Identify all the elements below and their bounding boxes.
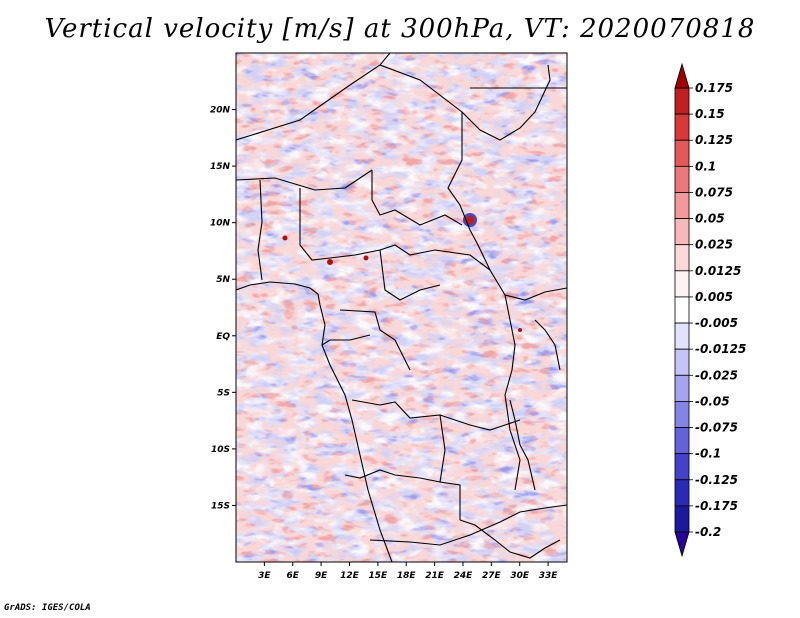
chart-svg: 3E 6E 9E 12E 15E 18E 21E 24E 27E 30E 33E 20N 15N 10N…	[210, 52, 746, 581]
y-tick-label: EQ	[216, 332, 230, 342]
x-tick-label: 9E	[315, 571, 328, 581]
y-tick-label: 20N	[210, 106, 231, 116]
colorbar-label: -0.005	[695, 316, 738, 330]
x-tick-label: 12E	[340, 571, 360, 581]
colorbar-label: 0.15	[695, 107, 725, 121]
colorbar-segment	[674, 296, 690, 324]
x-tick-label: 33E	[539, 571, 559, 581]
colorbar-segment	[674, 244, 690, 272]
colorbar-label: 0.175	[695, 81, 733, 95]
x-tick-label: 27E	[482, 571, 502, 581]
x-axis: 3E 6E 9E 12E 15E 18E 21E 24E 27E 30E 33E	[258, 562, 558, 581]
colorbar-segment	[674, 348, 690, 376]
colorbar-label: -0.0125	[695, 342, 746, 356]
map-boundaries	[236, 53, 567, 562]
x-tick-label: 3E	[258, 571, 271, 581]
y-tick-label: 15S	[211, 501, 230, 511]
colorbar: 0.175 0.15 0.125 0.1 0.075 0.05 0.025 0.0125 0.0…	[674, 62, 746, 558]
colorbar-label: 0.1	[695, 159, 716, 173]
x-tick-label: 15E	[369, 571, 389, 581]
y-axis: 20N 15N 10N 5N EQ 5S 10S 15S	[210, 106, 236, 511]
x-tick-label: 18E	[397, 571, 417, 581]
colorbar-label: 0.05	[695, 212, 725, 226]
colorbar-segment	[674, 87, 690, 115]
colorbar-segment	[674, 270, 690, 298]
colorbar-segment	[674, 401, 690, 428]
y-tick-label: 10N	[210, 219, 231, 229]
colorbar-segment	[674, 139, 690, 167]
colorbar-label: 0.005	[695, 290, 733, 304]
colorbar-label: -0.075	[695, 421, 738, 435]
y-tick-label: 10S	[211, 445, 230, 455]
x-tick-label: 21E	[425, 571, 445, 581]
colorbar-label: 0.025	[695, 238, 733, 252]
plot-frame	[235, 52, 568, 563]
colorbar-min-arrow	[674, 531, 690, 558]
grads-credit: GrADS: IGES/COLA	[4, 603, 91, 613]
colorbar-segment	[674, 113, 690, 141]
colorbar-segment	[674, 374, 690, 402]
velocity-field	[236, 53, 567, 562]
colorbar-max-arrow	[674, 62, 690, 89]
colorbar-segment	[674, 192, 690, 219]
colorbar-label: 0.0125	[695, 264, 741, 278]
colorbar-segment	[674, 427, 690, 455]
colorbar-label: -0.125	[695, 473, 738, 487]
colorbar-label: -0.05	[695, 394, 730, 408]
colorbar-segment	[674, 505, 690, 533]
colorbar-label: 0.125	[695, 133, 733, 147]
y-tick-label: 5N	[216, 275, 230, 285]
colorbar-segment	[674, 479, 690, 507]
colorbar-label: -0.2	[695, 525, 721, 539]
colorbar-segment	[674, 453, 690, 481]
x-tick-label: 30E	[510, 571, 530, 581]
colorbar-segment	[674, 322, 690, 350]
x-tick-label: 24E	[454, 571, 474, 581]
x-tick-label: 6E	[287, 571, 300, 581]
colorbar-label: -0.175	[695, 499, 738, 513]
y-tick-label: 15N	[210, 162, 231, 172]
colorbar-label: 0.075	[695, 185, 733, 199]
colorbar-label: -0.025	[695, 368, 738, 382]
colorbar-label: -0.1	[695, 447, 721, 461]
y-tick-label: 5S	[217, 388, 230, 398]
colorbar-segment	[674, 165, 690, 193]
chart-title: Vertical velocity [m/s] at 300hPa, VT: 2…	[44, 14, 756, 44]
colorbar-segment	[674, 218, 690, 246]
